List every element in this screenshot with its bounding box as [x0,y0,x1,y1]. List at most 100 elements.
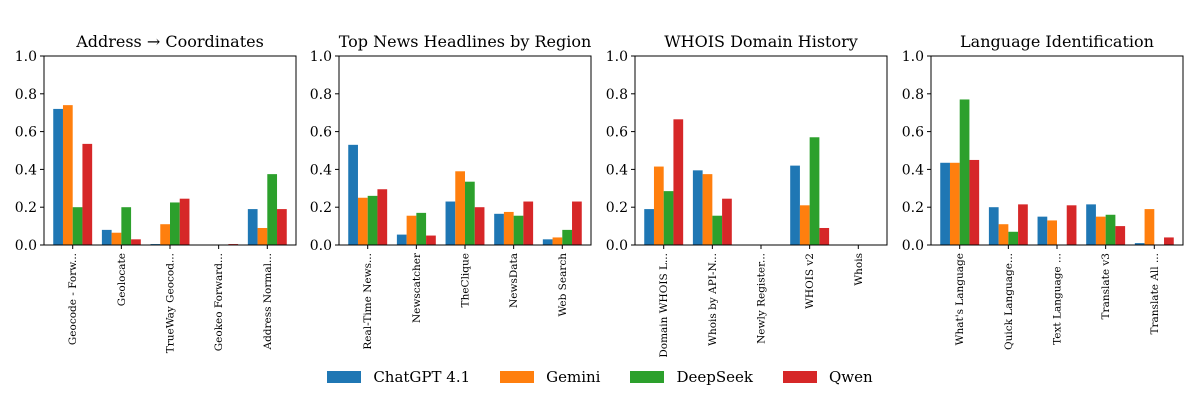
bar-3-4 [809,137,820,245]
y-tick-label: 0.4 [310,162,332,178]
bar-2-3 [160,224,170,245]
bar-3-1 [72,207,83,245]
bar-1-3 [1037,216,1048,245]
bar-3-4 [513,215,524,245]
y-tick-label: 0.8 [606,87,628,103]
bar-4-2 [1018,204,1028,245]
x-tick-label: Geolocate [116,253,128,306]
bar-1-1 [940,162,950,245]
chart-panel-4: Language Identification 0.0 0.2 0.4 0.6 0.8 1.… [902,32,1184,350]
bar-3-2 [1008,231,1019,245]
y-tick-label: 0.6 [15,125,37,141]
bar-2-1 [357,197,368,245]
bar-2-5 [257,227,268,245]
bar-4-5 [277,209,287,245]
bar-2-4 [503,211,514,245]
x-tick-label: What's Language [954,253,966,345]
bar-4-1 [673,119,684,245]
x-tick-label: Whois [853,253,865,286]
y-tick-label: 0.4 [15,162,37,178]
y-tick-label: 0.0 [15,238,37,254]
x-tick-label: Geocode - Forw... [67,253,79,345]
x-tick-label: NewsData [508,253,520,308]
y-tick-label: 0.2 [310,200,332,216]
chart-panel-3: WHOIS Domain History 0.0 0.2 0.4 0.6 0.8 1.0 Do… [606,32,888,358]
x-tick-label: Whois by API-N... [707,253,719,346]
x-tick-label: WHOIS v2 [804,253,816,309]
bar-4-4 [1115,226,1126,245]
bar-1-4 [1086,204,1096,245]
bar-4-4 [523,201,534,245]
bar-4-2 [426,235,436,245]
y-tick-label: 0.8 [15,87,37,103]
legend-swatch-deepseek [630,371,665,383]
x-tick-label: Newly Register... [756,253,768,344]
legend-swatch-chatgpt [327,371,362,383]
x-tick-label: Newscatcher [411,252,423,323]
x-tick-label: Real-Time News... [362,253,374,350]
bar-4-2 [722,198,732,245]
chart-title: Language Identification [960,32,1154,51]
bar-4-5 [1164,237,1174,245]
x-tick-label: Text Language ... [1052,253,1064,345]
legend-item-qwen: Qwen [782,368,873,386]
y-tick-label: 0.0 [310,238,332,254]
y-tick-label: 1.0 [15,49,37,65]
bar-4-5 [572,201,582,245]
x-tick-label: Geokeo Forward... [213,253,225,351]
y-tick-label: 1.0 [310,49,332,65]
bar-4-3 [179,198,190,245]
x-tick-label: Address Normal... [262,253,274,351]
y-tick-label: 0.0 [902,238,924,254]
bar-2-4 [799,205,810,245]
chart-title: Address → Coordinates [75,32,264,51]
bar-1-2 [988,207,999,245]
legend-label-gemini: Gemini [546,368,601,386]
bar-1-5 [247,209,258,245]
bar-4-3 [474,207,485,245]
bar-2-4 [1095,216,1106,245]
bar-4-2 [131,239,141,245]
bar-2-1 [949,162,960,245]
x-tick-label: Quick Language... [1003,253,1015,350]
chart-panel-1: Address → Coordinates 0.0 0.2 0.4 0.6 0.8 1.0 G… [15,32,297,353]
y-tick-label: 0.8 [310,87,332,103]
y-tick-label: 0.6 [606,125,628,141]
bar-3-5 [562,229,573,245]
bar-3-2 [416,212,427,245]
bar-2-2 [702,174,713,246]
bar-4-3 [1066,205,1077,245]
x-tick-label: TheClique [460,253,472,307]
x-tick-label: Translate All ... [1149,253,1161,334]
bar-3-3 [170,202,180,245]
y-tick-label: 0.2 [902,200,924,216]
bar-2-2 [111,232,122,245]
bar-3-5 [267,174,278,246]
y-tick-label: 1.0 [606,49,628,65]
bar-3-2 [121,207,132,245]
bar-1-1 [348,144,358,245]
bar-1-4 [790,165,800,245]
y-tick-label: 0.2 [606,200,628,216]
y-tick-label: 1.0 [902,49,924,65]
legend-swatch-qwen [782,371,817,383]
bar-1-1 [644,209,654,245]
legend-item-deepseek: DeepSeek [630,368,753,386]
y-tick-label: 0.4 [902,162,924,178]
x-tick-label: Translate v3 [1100,253,1112,319]
y-tick-label: 0.6 [902,125,924,141]
bar-1-2 [692,170,703,245]
chart-title: WHOIS Domain History [664,32,858,51]
bar-3-4 [1105,214,1116,245]
bar-3-1 [367,195,378,245]
y-tick-label: 0.8 [902,87,924,103]
x-tick-label: Domain WHOIS L... [658,253,670,358]
legend-item-chatgpt: ChatGPT 4.1 [327,368,470,386]
x-tick-label: TrueWay Geocod... [165,253,177,353]
bar-4-4 [819,227,830,245]
bar-2-1 [62,105,73,245]
y-tick-label: 0.6 [310,125,332,141]
legend-label-chatgpt: ChatGPT 4.1 [373,368,471,386]
